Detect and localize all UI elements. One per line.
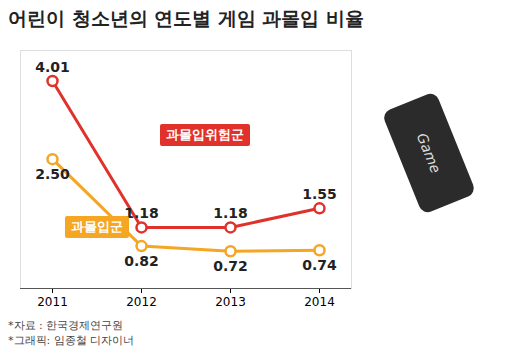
svg-text:1.18: 1.18 xyxy=(213,205,248,221)
svg-text:0.72: 0.72 xyxy=(213,258,248,274)
html-text:*그래픽: 임종철 디자이너: *그래픽: 임종철 디자이너 xyxy=(8,334,135,347)
svg-text:1.18: 1.18 xyxy=(124,205,159,221)
html-text:과몰입군: 과몰입군 xyxy=(71,219,123,234)
svg-text:4.01: 4.01 xyxy=(35,59,70,75)
svg-text:2014: 2014 xyxy=(304,295,335,309)
html-text:어린이 청소년의 연도별 게임 과몰입 비율: 어린이 청소년의 연도별 게임 과몰입 비율 xyxy=(8,7,365,29)
html-text:*자료 : 한국경제연구원: *자료 : 한국경제연구원 xyxy=(8,319,124,332)
html-text:Game: Game xyxy=(413,130,445,176)
svg-text:2012: 2012 xyxy=(126,295,157,309)
svg-text:1.55: 1.55 xyxy=(302,186,337,202)
svg-text:2013: 2013 xyxy=(215,295,246,309)
html-text:과몰입위험군: 과몰입위험군 xyxy=(166,127,244,142)
svg-text:0.74: 0.74 xyxy=(302,257,337,273)
svg-text:2011: 2011 xyxy=(37,295,68,309)
svg-text:2.50: 2.50 xyxy=(35,166,70,182)
svg-text:0.82: 0.82 xyxy=(124,253,159,269)
